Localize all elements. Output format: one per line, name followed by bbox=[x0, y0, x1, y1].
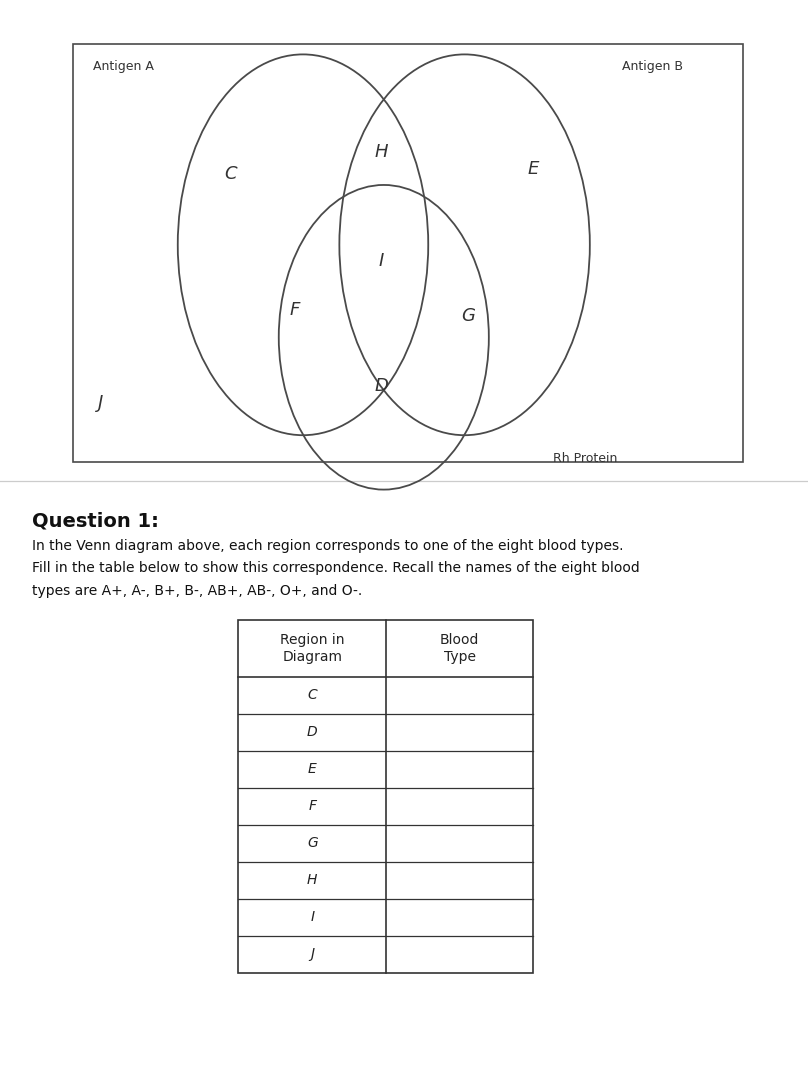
Text: In the Venn diagram above, each region corresponds to one of the eight blood typ: In the Venn diagram above, each region c… bbox=[32, 539, 624, 553]
Text: types are A+, A-, B+, B-, AB+, AB-, O+, and O-.: types are A+, A-, B+, B-, AB+, AB-, O+, … bbox=[32, 584, 363, 598]
Text: Antigen A: Antigen A bbox=[93, 60, 154, 73]
Text: E: E bbox=[528, 160, 539, 177]
Text: Antigen B: Antigen B bbox=[622, 60, 683, 73]
Text: G: G bbox=[307, 837, 318, 850]
Text: G: G bbox=[461, 307, 476, 324]
Text: Question 1:: Question 1: bbox=[32, 511, 159, 530]
Text: C: C bbox=[307, 689, 318, 702]
Text: I: I bbox=[379, 252, 384, 270]
Text: J: J bbox=[99, 394, 103, 411]
Text: Region in
Diagram: Region in Diagram bbox=[280, 633, 344, 664]
Text: D: D bbox=[374, 378, 389, 395]
Text: Fill in the table below to show this correspondence. Recall the names of the eig: Fill in the table below to show this cor… bbox=[32, 561, 640, 576]
Text: H: H bbox=[375, 144, 388, 161]
Text: I: I bbox=[310, 911, 314, 924]
Text: F: F bbox=[309, 800, 316, 813]
Text: J: J bbox=[310, 948, 314, 961]
Text: E: E bbox=[308, 763, 317, 776]
Text: H: H bbox=[307, 874, 318, 887]
Text: F: F bbox=[290, 301, 300, 319]
Text: Blood
Type: Blood Type bbox=[440, 633, 479, 664]
Text: C: C bbox=[224, 165, 237, 183]
Text: Rh Protein: Rh Protein bbox=[553, 452, 618, 465]
Text: D: D bbox=[307, 726, 318, 739]
